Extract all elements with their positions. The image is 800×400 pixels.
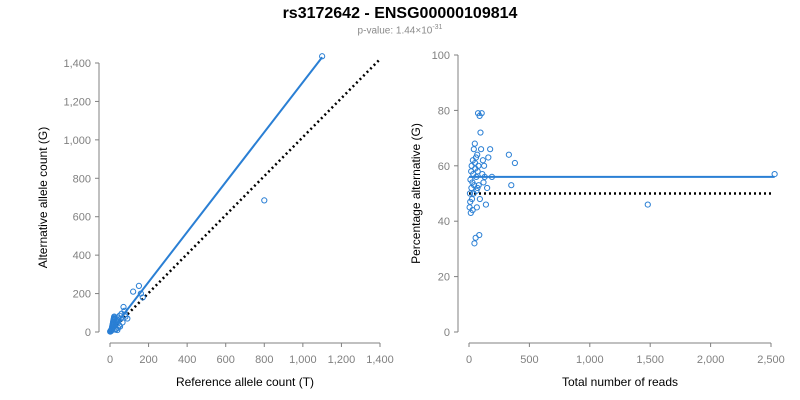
- y-tick-label: 800: [73, 173, 91, 185]
- data-point: [484, 184, 491, 192]
- data-point: [473, 173, 480, 180]
- y-tick-label: 20: [438, 272, 450, 284]
- data-point: [481, 162, 488, 169]
- data-point: [319, 53, 326, 60]
- reference-line: [109, 58, 381, 333]
- percentage-alternative-scatter-panel: 0 20 40 60 80 100 0 500 1,000 1,500 2,000 2,500 Tota…: [409, 50, 785, 389]
- data-point: [474, 151, 481, 158]
- y-tick-label: 400: [73, 250, 91, 262]
- x-tick-label: 0: [107, 354, 113, 366]
- data-point: [472, 234, 479, 241]
- data-point: [473, 204, 480, 211]
- x-tick-label: 200: [139, 354, 157, 366]
- x-tick-label: 500: [520, 354, 538, 366]
- x-tick-label: 2,500: [757, 354, 785, 366]
- allele-count-scatter-panel: 0 200 400 600 800 1,000 1,200 1,400 0 200 400 600 80…: [36, 53, 394, 389]
- y-tick-label: 100: [432, 50, 450, 62]
- y-axis-title: Alternative allele count (G): [36, 127, 50, 268]
- data-point: [466, 190, 474, 197]
- y-tick-label: 0: [444, 327, 450, 339]
- y-tick-label: 1,400: [63, 58, 91, 70]
- data-point: [508, 182, 515, 189]
- x-tick-label: 2,000: [697, 354, 725, 366]
- x-tick-label: 600: [217, 354, 235, 366]
- data-point: [485, 154, 492, 161]
- data-point: [771, 171, 778, 178]
- data-point: [470, 146, 477, 153]
- data-point: [471, 240, 478, 247]
- x-tick-label: 800: [255, 354, 273, 366]
- data-point: [468, 195, 476, 203]
- data-point: [471, 140, 478, 147]
- y-tick-label: 0: [85, 327, 91, 339]
- data-point: [472, 154, 480, 161]
- data-point: [468, 162, 475, 169]
- data-point: [474, 184, 481, 192]
- pvalue-exponent: -31: [432, 24, 443, 31]
- x-tick-label: 1,200: [328, 354, 356, 366]
- data-point: [130, 288, 137, 295]
- y-tick-label: 60: [438, 161, 450, 173]
- y-tick-label: 1,000: [63, 135, 91, 147]
- data-point: [481, 173, 488, 180]
- data-point: [476, 195, 483, 203]
- data-point: [122, 313, 129, 320]
- y-tick-label: 200: [73, 289, 91, 301]
- y-tick-label: 600: [73, 212, 91, 224]
- data-point: [114, 314, 121, 321]
- x-tick-label: 400: [178, 354, 196, 366]
- data-point: [261, 197, 268, 204]
- x-tick-label: 1,000: [289, 354, 317, 366]
- data-point: [469, 207, 476, 214]
- y-tick-label: 1,200: [63, 96, 91, 108]
- x-axis-title: Reference allele count (T): [176, 375, 314, 389]
- data-point: [480, 179, 487, 186]
- x-tick-label: 1,400: [366, 354, 394, 366]
- data-point: [139, 294, 146, 301]
- data-point: [477, 129, 484, 136]
- y-axis-title: Percentage alternative (G): [409, 123, 423, 264]
- data-point: [476, 231, 483, 239]
- x-axis-title: Total number of reads: [562, 375, 678, 389]
- data-point: [487, 146, 494, 153]
- pvalue-text: p-value: 1.44×10: [357, 25, 433, 37]
- data-point: [505, 151, 512, 158]
- data-point: [477, 146, 485, 153]
- x-tick-label: 0: [466, 354, 472, 366]
- data-point: [511, 159, 519, 167]
- fit-line: [109, 56, 323, 333]
- data-point: [473, 187, 480, 194]
- data-point: [644, 201, 651, 208]
- data-point: [121, 307, 128, 314]
- data-point: [488, 173, 496, 180]
- y-tick-label: 80: [438, 105, 450, 117]
- data-point: [475, 182, 482, 189]
- data-point: [479, 157, 486, 164]
- chart-subtitle-pvalue: p-value: 1.44×10-31: [0, 24, 800, 36]
- data-point: [482, 201, 490, 208]
- y-tick-label: 40: [438, 216, 450, 228]
- chart-title: rs3172642 - ENSG00000109814: [282, 5, 518, 22]
- data-point: [120, 303, 127, 311]
- data-point: [124, 315, 131, 322]
- data-point: [478, 110, 485, 117]
- x-tick-label: 1,000: [576, 354, 604, 366]
- x-tick-label: 1,500: [636, 354, 664, 366]
- data-point: [135, 282, 143, 289]
- data-point: [119, 319, 126, 326]
